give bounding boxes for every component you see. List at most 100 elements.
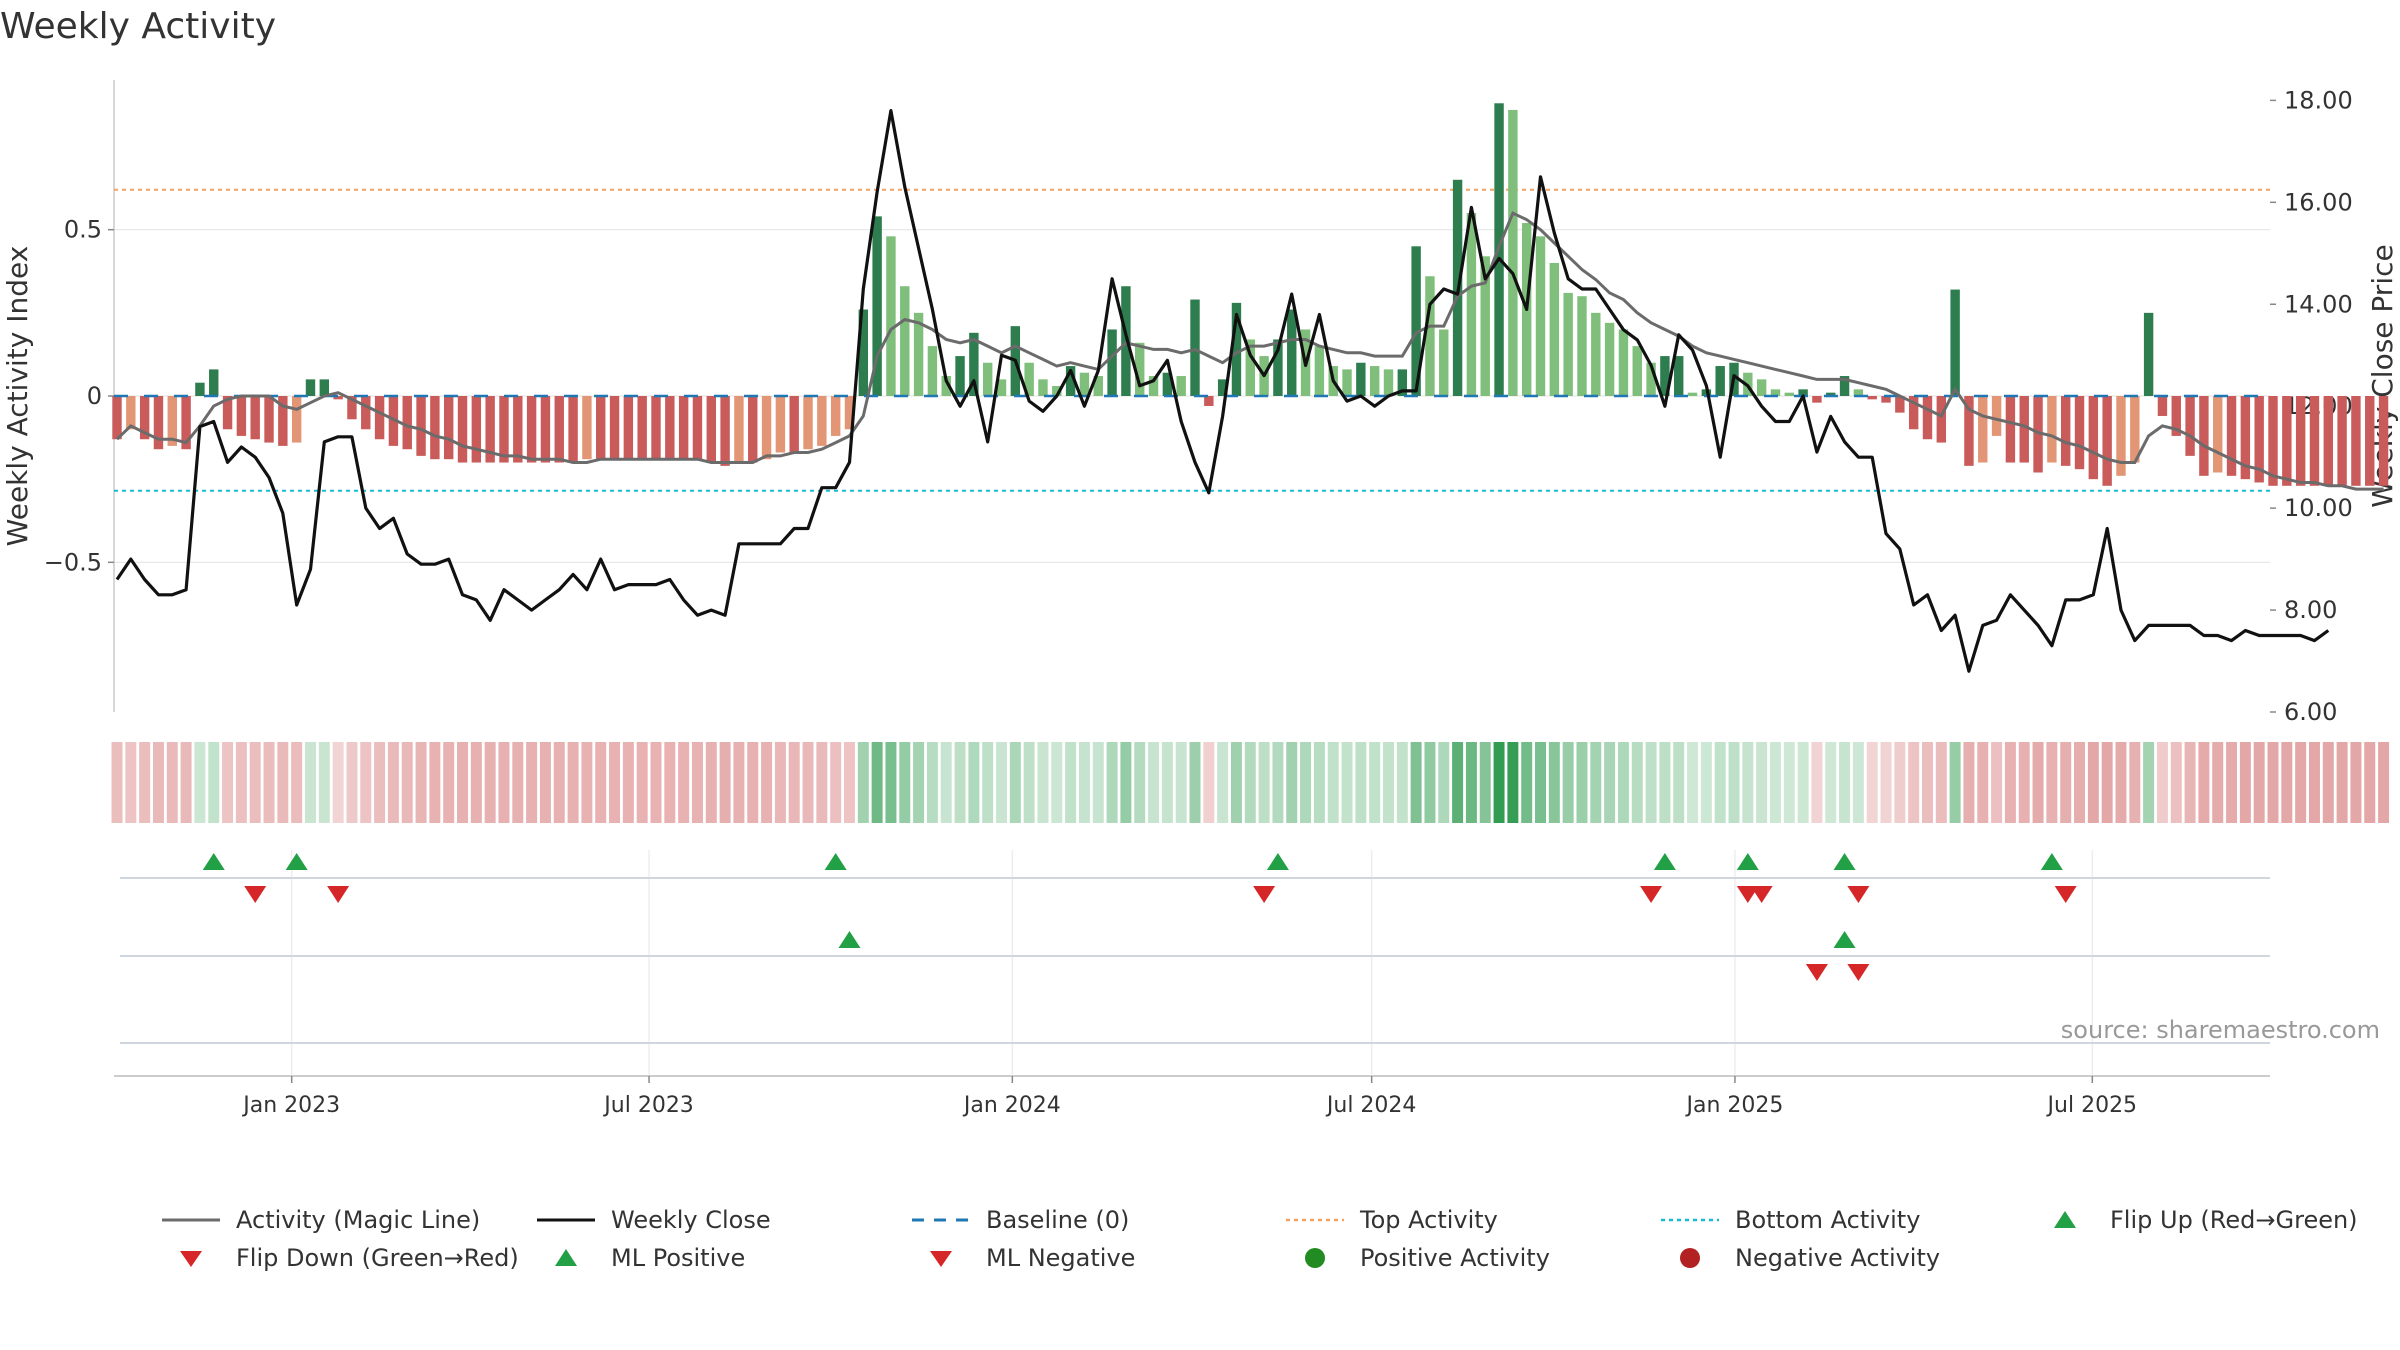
activity-bar [2033, 396, 2043, 473]
dotted-orange-line-icon [1284, 1207, 1346, 1233]
red-dot-icon [1659, 1245, 1721, 1271]
activity-bar [1991, 396, 2002, 436]
activity-bar [941, 376, 951, 396]
heat-cell [2267, 742, 2279, 823]
activity-bar [1950, 289, 1960, 396]
activity-bar [402, 396, 412, 450]
chart-title: Weekly Activity [0, 6, 277, 47]
green-up-triangle-icon [2034, 1207, 2096, 1233]
heat-cell [1839, 742, 1851, 823]
heat-cell [802, 742, 814, 823]
legend-item-magic-line: Activity (Magic Line) [160, 1206, 480, 1234]
heat-cell [926, 742, 938, 823]
flip-down-marker [1736, 886, 1759, 903]
activity-bar [1287, 309, 1297, 396]
flip-down-marker [1640, 886, 1663, 903]
heat-cell [1714, 742, 1726, 823]
heat-cell [235, 742, 247, 823]
heat-cell [539, 742, 551, 823]
heat-cell [1037, 742, 1049, 823]
heat-cell [1479, 742, 1491, 823]
x-tick-label: Jan 2025 [1684, 1093, 1783, 1118]
activity-bar [1383, 369, 1394, 396]
activity-bar [2185, 396, 2195, 456]
legend-item-positive-activity: Positive Activity [1284, 1244, 1550, 1272]
heat-cell [1009, 742, 1021, 823]
heat-cell [1327, 742, 1339, 823]
heat-cell [401, 742, 413, 823]
activity-bar [2060, 396, 2071, 466]
activity-bar [1591, 312, 1601, 396]
activity-bar [1245, 339, 1255, 396]
heat-cell [318, 742, 330, 823]
x-tick-label: Jan 2024 [962, 1093, 1061, 1118]
activity-bar [1273, 339, 1283, 396]
heat-cell [1756, 742, 1768, 823]
activity-bar [1922, 396, 1933, 440]
heat-cell [1521, 742, 1533, 823]
activity-bar [2282, 396, 2292, 486]
activity-bar [1826, 392, 1836, 396]
heat-cell [291, 742, 303, 823]
y-right-tick-label: 10.00 [2284, 494, 2353, 522]
heat-cell [1300, 742, 1312, 823]
activity-bar [817, 396, 827, 446]
heat-cell [705, 742, 717, 823]
activity-bar [2157, 396, 2168, 416]
activity-bar [1162, 372, 1173, 396]
heat-cell [1866, 742, 1878, 823]
activity-bar [1674, 356, 1684, 396]
heat-cell [2046, 742, 2058, 823]
legend-item-ml-negative: ML Negative [910, 1244, 1135, 1272]
heat-cell [650, 742, 662, 823]
activity-bar [347, 396, 357, 420]
heat-cell [1963, 742, 1975, 823]
heat-cell [1576, 742, 1588, 823]
heat-cell [526, 742, 538, 823]
activity-bar [2143, 312, 2154, 396]
activity-bar [1314, 346, 1325, 396]
heat-cell [1189, 742, 1201, 823]
ml-negative-marker [1805, 964, 1828, 981]
activity-bar [554, 396, 564, 463]
heat-cell [1382, 742, 1394, 823]
heat-cell [2198, 742, 2210, 823]
heat-cell [1991, 742, 2003, 823]
activity-bar [1908, 396, 1919, 430]
activity-bar [2240, 396, 2251, 480]
activity-bar [1604, 322, 1615, 396]
flip-up-marker [1736, 853, 1759, 870]
flip-up-marker [202, 853, 225, 870]
activity-bar [361, 396, 371, 430]
activity-bar [2295, 396, 2306, 486]
heat-cell [1272, 742, 1284, 823]
legend-item-baseline: Baseline (0) [910, 1206, 1129, 1234]
heat-cell [1175, 742, 1187, 823]
flip-down-marker [1253, 886, 1276, 903]
heat-cell [719, 742, 731, 823]
activity-bar [112, 396, 122, 440]
heat-cell [595, 742, 607, 823]
heat-cell [636, 742, 648, 823]
heat-cell [1134, 742, 1146, 823]
activity-bar [748, 396, 758, 463]
heat-cell [899, 742, 911, 823]
heat-cell [913, 742, 925, 823]
y-left-axis-title: Weekly Activity Index [1, 246, 34, 547]
heat-cell [1230, 742, 1242, 823]
activity-bar [195, 382, 205, 396]
flip-down-marker [1750, 886, 1773, 903]
heat-cell [788, 742, 800, 823]
activity-bar [2005, 396, 2016, 463]
heat-cell [1313, 742, 1325, 823]
activity-bar [2254, 396, 2264, 483]
heat-cell [843, 742, 855, 823]
heat-cell [457, 742, 469, 823]
heat-cell [1825, 742, 1837, 823]
activity-bar [2323, 396, 2333, 486]
y-left-tick-label: −0.5 [44, 548, 102, 576]
activity-bar [1895, 396, 1905, 413]
y-right-tick-label: 18.00 [2284, 86, 2353, 114]
heat-cell [1258, 742, 1270, 823]
